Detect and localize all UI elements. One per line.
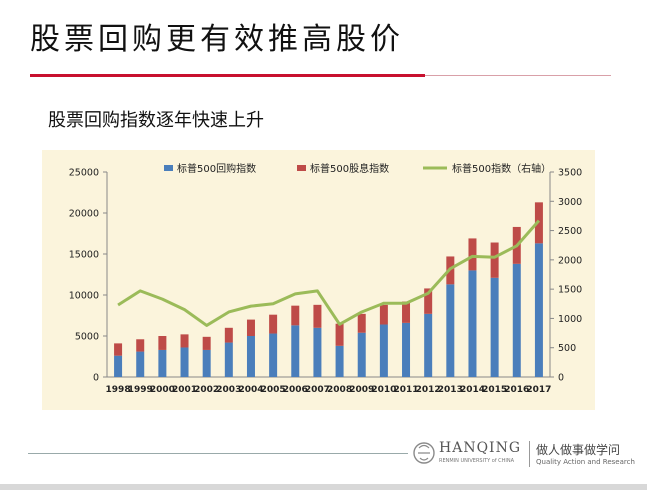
title-accent-rule: [30, 74, 425, 77]
legend-buyback-swatch: [164, 165, 173, 171]
buyback-bar: [180, 347, 189, 377]
buyback-bar: [402, 322, 411, 377]
buyback-bar: [490, 277, 499, 377]
y-left-tick-label: 20000: [69, 209, 99, 220]
y-left-tick-label: 0: [93, 373, 99, 384]
x-tick-label: 2008: [327, 385, 352, 395]
legend-dividend-label: 标普500股息指数: [310, 162, 389, 175]
x-tick-label: 2010: [371, 385, 396, 395]
dividend-bar: [180, 334, 189, 348]
x-tick-label: 2007: [305, 385, 330, 395]
buyback-bar: [202, 349, 211, 377]
dividend-bar: [468, 238, 477, 271]
x-tick-label: 2014: [460, 385, 485, 395]
y-right-tick-label: 500: [558, 343, 576, 354]
brand-subtitle: RENMIN UNIVERSITY of CHINA: [439, 458, 515, 464]
buyback-bar: [291, 325, 300, 377]
y-left-tick-label: 25000: [69, 168, 99, 179]
x-tick-label: 1998: [106, 385, 131, 395]
dividend-bar: [335, 323, 344, 346]
dividend-bar: [313, 304, 322, 328]
buyback-bar: [534, 243, 543, 377]
y-right-tick-label: 3500: [558, 168, 582, 179]
y-left-tick-label: 5000: [75, 332, 99, 343]
y-right-tick-label: 2500: [558, 226, 582, 237]
slide-title: 股票回购更有效推高股价: [30, 22, 404, 57]
buyback-bar: [114, 355, 123, 377]
dividend-bar: [357, 313, 366, 333]
chart-subtitle: 股票回购指数逐年快速上升: [48, 110, 264, 131]
dividend-bar: [114, 343, 123, 356]
dividend-bar: [269, 314, 278, 334]
footer-slogan: 做人做事做学问: [536, 443, 621, 457]
footer-slogan-english: Quality Action and Research: [536, 458, 635, 466]
buyback-bar: [269, 333, 278, 377]
x-tick-label: 2001: [172, 385, 197, 395]
buyback-bar: [446, 284, 455, 377]
x-tick-label: 2009: [349, 385, 374, 395]
x-tick-label: 2005: [261, 385, 286, 395]
x-tick-label: 2011: [393, 385, 418, 395]
y-right-tick-label: 1000: [558, 314, 582, 325]
buyback-bar: [379, 324, 388, 377]
brand-name: HANQING: [439, 440, 522, 456]
x-tick-label: 2015: [482, 385, 507, 395]
bottom-bar: [0, 484, 647, 490]
dividend-bar: [402, 301, 411, 323]
buyback-bar: [136, 351, 145, 377]
y-right-tick-label: 0: [558, 373, 564, 384]
buyback-bar: [357, 332, 366, 377]
buyback-bar: [224, 342, 233, 377]
buyback-bar: [246, 336, 255, 377]
x-tick-label: 2013: [438, 385, 463, 395]
buyback-bar: [512, 263, 521, 377]
x-tick-label: 2016: [504, 385, 529, 395]
buyback-bar: [468, 270, 477, 377]
x-tick-label: 1999: [128, 385, 153, 395]
buyback-bar: [424, 313, 433, 377]
buyback-bar: [335, 345, 344, 377]
y-right-tick-label: 3000: [558, 197, 582, 208]
footer-branding: HANQING RENMIN UNIVERSITY of CHINA 做人做事做…: [412, 437, 635, 471]
dividend-bar: [379, 304, 388, 325]
y-right-tick-label: 2000: [558, 255, 582, 266]
sp500-line: [117, 219, 541, 327]
x-tick-label: 2002: [194, 385, 219, 395]
x-tick-label: 2012: [416, 385, 441, 395]
dividend-bar: [202, 336, 211, 350]
y-right-tick-label: 1500: [558, 285, 582, 296]
dividend-bar: [490, 242, 499, 278]
legend-sp500-label: 标普500指数（右轴）: [452, 162, 551, 175]
title-thin-rule: [425, 75, 611, 76]
x-tick-label: 2006: [283, 385, 308, 395]
x-tick-label: 2017: [526, 385, 551, 395]
y-left-tick-label: 10000: [69, 291, 99, 302]
buyback-bar: [313, 327, 322, 377]
footer-rule: [28, 453, 408, 454]
buyback-bar: [158, 349, 167, 377]
x-tick-label: 2004: [238, 385, 263, 395]
dividend-bar: [246, 319, 255, 336]
x-tick-label: 2003: [216, 385, 241, 395]
dividend-bar: [224, 327, 233, 343]
legend-buyback-label: 标普500回购指数: [177, 162, 256, 175]
buyback-chart: 0 5000 10000 15000 20000 25000 0 500 1000 1500 200…: [69, 162, 582, 395]
hanqing-logo-icon: [413, 442, 435, 464]
legend-dividend-swatch: [297, 165, 306, 171]
dividend-bar: [158, 336, 167, 350]
dividend-bar: [424, 288, 433, 314]
x-tick-label: 2000: [150, 385, 175, 395]
dividend-bar: [136, 339, 145, 352]
y-left-tick-label: 15000: [69, 250, 99, 261]
footer-divider: [529, 441, 530, 467]
dividend-bar: [291, 305, 300, 326]
